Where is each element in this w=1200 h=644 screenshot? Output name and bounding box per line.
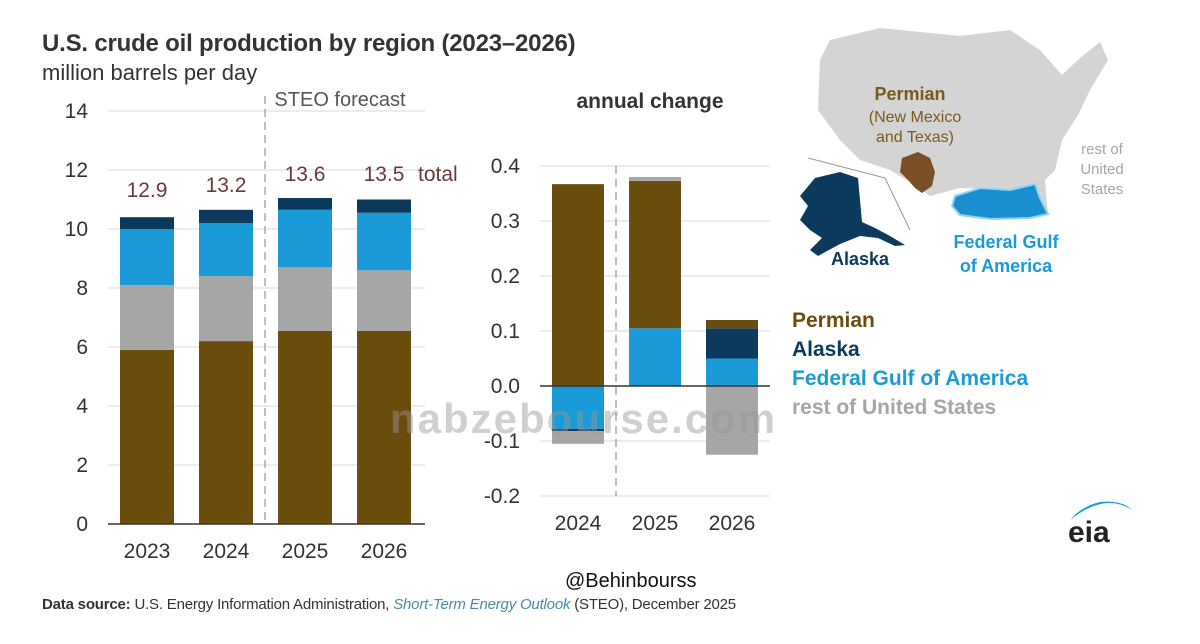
bar-permian-2025 [629,180,681,329]
bar-federal-gulf-of-america-2026 [706,358,758,386]
y-tick-label: 4 [76,395,88,418]
bar-rest-of-united-states-2025 [629,177,681,181]
x-tick-label: 2024 [203,540,250,563]
y-tick-label: 2 [76,454,88,477]
bar-federal-gulf-of-america-2023 [120,229,174,286]
y-tick-label: -0.1 [484,430,520,453]
y-tick-label: 10 [65,218,88,241]
map-label-rest1: rest of [1081,141,1124,158]
footer-prefix: Data source: [42,596,131,613]
bar-permian-2024 [199,341,253,524]
chart-title: U.S. crude oil production by region (202… [42,30,576,57]
bar-rest-of-united-states-2024 [199,276,253,342]
total-data-label: 13.5 [364,163,405,186]
footer-text2: (STEO), December 2025 [574,596,736,613]
x-tick-label: 2026 [709,512,756,535]
bar-alaska-2026 [706,328,758,359]
x-tick-label: 2024 [555,512,602,535]
map-label-permian-sub2: and Texas) [876,129,954,146]
y-tick-label: 0.3 [491,210,520,233]
y-tick-label: 14 [65,100,89,123]
x-tick-label: 2025 [632,512,679,535]
bar-alaska-2024 [552,428,604,432]
footer-text1: U.S. Energy Information Administration, [134,596,390,613]
legend-item-permian: Permian [792,309,875,332]
data-source-footer: Data source: U.S. Energy Information Adm… [42,596,736,613]
bar-permian-2026 [706,320,758,329]
y-tick-label: -0.2 [484,485,520,508]
bar-permian-2026 [357,330,411,524]
y-tick-label: 6 [76,336,88,359]
y-tick-label: 0.0 [491,375,520,398]
footer-link-steo[interactable]: Short-Term Energy Outlook [393,596,571,613]
y-tick-label: 0.4 [491,155,521,178]
bar-rest-of-united-states-2026 [706,386,758,455]
map-label-rest2: United [1080,161,1123,178]
alaska-region-shape [800,172,905,256]
bar-federal-gulf-of-america-2024 [199,223,253,277]
bar-permian-2023 [120,349,174,524]
total-suffix-label: total [418,163,458,186]
y-tick-label: 0.2 [491,265,520,288]
us-mainland-shape [818,28,1108,218]
alaska-inset-divider [807,157,886,179]
map-label-alaska: Alaska [831,249,890,269]
bar-permian-2024 [552,184,604,386]
total-data-label: 13.2 [206,174,247,197]
bar-federal-gulf-of-america-2025 [629,328,681,386]
bar-rest-of-united-states-2026 [357,270,411,331]
bar-alaska-2024 [199,209,253,224]
bar-rest-of-united-states-2025 [278,267,332,331]
bar-federal-gulf-of-america-2025 [278,209,332,268]
forecast-label: STEO forecast [274,89,406,111]
eia-logo-text: eia [1068,516,1110,549]
legend: Permian Alaska Federal Gulf of America r… [792,306,1028,422]
bar-alaska-2026 [357,199,411,213]
bar-federal-gulf-of-america-2026 [357,212,411,271]
y-tick-label: 0.1 [491,320,520,343]
map-label-gulf2: of America [960,256,1053,276]
y-tick-label: 8 [76,277,88,300]
gulf-region-shape [950,182,1050,221]
social-handle: @Behinbourss [565,570,697,592]
eia-logo-swoosh-icon [1070,501,1132,520]
bar-rest-of-united-states-2024 [552,431,604,444]
legend-item-alaska: Alaska [792,338,860,361]
bar-permian-2025 [278,330,332,524]
map-label-permian: Permian [874,84,945,104]
permian-region-shape [900,152,935,193]
y-tick-label: 0 [76,513,88,536]
bar-alaska-2023 [120,217,174,229]
legend-item-rest: rest of United States [792,396,997,419]
total-data-label: 13.6 [285,163,326,186]
map-label-rest3: States [1081,181,1124,198]
legend-item-gulf: Federal Gulf of America [792,367,1029,390]
bar-rest-of-united-states-2023 [120,285,174,350]
x-tick-label: 2026 [361,540,408,563]
watermark-text: nabzebourse.com [390,395,778,442]
total-data-label: 12.9 [127,179,168,202]
map-label-permian-sub1: (New Mexico [869,109,962,126]
bar-federal-gulf-of-america-2024 [552,386,604,429]
x-tick-label: 2025 [282,540,329,563]
bar-alaska-2025 [278,198,332,210]
map-label-gulf1: Federal Gulf [953,232,1059,252]
x-tick-label: 2023 [124,540,171,563]
eia-logo: eia [1068,501,1132,549]
y-tick-label: 12 [65,159,88,182]
annual-change-title: annual change [576,90,723,113]
alaska-inset-divider-2 [884,177,911,231]
chart-subtitle: million barrels per day [42,60,258,85]
